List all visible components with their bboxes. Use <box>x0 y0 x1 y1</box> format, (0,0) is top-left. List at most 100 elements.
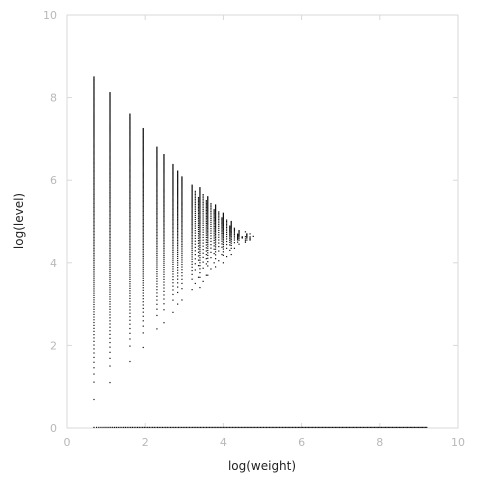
data-point <box>231 426 233 428</box>
data-point <box>181 244 183 246</box>
data-point <box>264 426 266 428</box>
data-point <box>366 426 369 428</box>
data-point <box>202 252 204 254</box>
data-point <box>163 181 165 183</box>
data-point <box>109 159 111 161</box>
data-point <box>129 332 131 334</box>
data-point <box>129 239 131 241</box>
data-point <box>210 251 212 253</box>
data-point <box>218 220 220 222</box>
data-point <box>218 426 220 428</box>
data-point <box>93 303 95 306</box>
data-point <box>398 426 400 428</box>
data-point <box>172 189 174 191</box>
data-point <box>177 223 179 226</box>
data-point <box>119 426 121 428</box>
data-point <box>387 426 389 428</box>
data-point <box>193 426 195 428</box>
data-point <box>129 257 131 259</box>
data-point <box>109 209 111 211</box>
data-point <box>218 227 220 229</box>
data-point <box>142 203 144 205</box>
data-point <box>177 190 179 193</box>
data-point <box>93 225 95 227</box>
data-point <box>319 426 321 428</box>
data-point <box>207 218 209 220</box>
data-point <box>207 249 209 252</box>
data-point <box>181 266 183 268</box>
data-point <box>93 119 95 122</box>
data-point <box>142 129 144 131</box>
data-point <box>93 173 95 175</box>
data-point <box>163 258 165 260</box>
data-point <box>156 299 158 301</box>
data-point <box>177 250 179 252</box>
data-point <box>129 280 131 283</box>
data-point <box>93 88 95 90</box>
data-point <box>197 224 200 227</box>
data-point <box>93 139 95 141</box>
data-point <box>109 223 111 225</box>
data-point <box>109 186 111 189</box>
data-point <box>389 426 391 428</box>
data-point <box>233 232 236 234</box>
data-point <box>142 143 144 145</box>
data-point <box>142 173 144 176</box>
data-point <box>191 214 193 216</box>
data-point <box>156 249 158 251</box>
data-point <box>218 231 220 234</box>
data-point <box>172 202 174 204</box>
data-point <box>93 316 95 318</box>
data-point <box>93 276 95 278</box>
data-point <box>199 211 201 213</box>
data-point <box>109 177 111 179</box>
data-point <box>129 167 131 169</box>
data-point <box>156 314 158 317</box>
data-point <box>191 221 193 223</box>
data-point <box>129 253 131 256</box>
data-point <box>129 191 131 194</box>
data-point <box>109 320 111 322</box>
data-point <box>172 229 174 231</box>
data-point <box>109 204 111 206</box>
data-point <box>242 426 244 428</box>
data-point <box>142 170 144 172</box>
data-point <box>136 426 139 428</box>
data-point <box>129 220 131 222</box>
data-point <box>163 221 165 223</box>
data-point <box>194 221 196 223</box>
data-point <box>129 134 131 136</box>
data-point <box>130 426 132 428</box>
data-point <box>142 180 144 182</box>
data-point <box>396 426 398 428</box>
data-point <box>172 187 174 189</box>
data-point <box>214 221 217 223</box>
data-point <box>142 220 144 222</box>
data-point <box>207 207 209 209</box>
data-point <box>210 204 212 206</box>
data-point <box>191 230 193 232</box>
data-point <box>424 426 426 428</box>
data-point <box>237 233 239 235</box>
data-point <box>109 112 111 114</box>
data-point <box>177 239 179 242</box>
data-point <box>93 90 95 92</box>
data-point <box>142 209 144 211</box>
data-point <box>218 260 220 262</box>
data-point <box>93 195 95 197</box>
data-point <box>197 240 200 242</box>
data-point <box>181 299 183 301</box>
data-point <box>109 333 111 335</box>
data-point <box>109 195 111 197</box>
data-point <box>156 168 158 170</box>
data-point <box>163 230 165 232</box>
data-point <box>163 172 165 174</box>
data-point <box>320 426 322 428</box>
data-point <box>142 248 144 251</box>
data-point <box>222 235 224 237</box>
data-point <box>109 236 111 239</box>
data-point <box>156 215 158 217</box>
data-point <box>93 102 95 104</box>
data-point <box>207 232 209 234</box>
data-point <box>205 201 207 203</box>
